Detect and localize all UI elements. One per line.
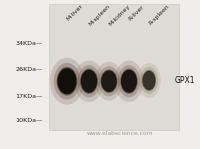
Text: 26KDa—: 26KDa—: [16, 67, 43, 72]
Text: 34KDa—: 34KDa—: [16, 41, 43, 46]
Text: M-liver: M-liver: [66, 4, 84, 22]
Ellipse shape: [98, 66, 120, 96]
Text: GPX1: GPX1: [174, 76, 195, 85]
Ellipse shape: [100, 69, 118, 93]
Ellipse shape: [50, 58, 84, 105]
FancyBboxPatch shape: [49, 4, 179, 130]
Text: 10KDa—: 10KDa—: [16, 118, 43, 123]
Text: 17KDa—: 17KDa—: [16, 94, 43, 99]
Ellipse shape: [115, 60, 143, 102]
Ellipse shape: [58, 68, 76, 94]
Ellipse shape: [101, 70, 117, 92]
Ellipse shape: [121, 70, 137, 93]
Ellipse shape: [54, 63, 80, 100]
Text: R-spleen: R-spleen: [148, 4, 170, 26]
Ellipse shape: [142, 71, 156, 90]
Text: M-kidney: M-kidney: [108, 4, 131, 27]
Ellipse shape: [137, 63, 161, 98]
Ellipse shape: [80, 69, 98, 94]
Ellipse shape: [78, 65, 100, 97]
Text: www.elabscience.com: www.elabscience.com: [87, 131, 153, 136]
Text: R-liver: R-liver: [128, 4, 146, 21]
Ellipse shape: [74, 60, 104, 102]
Ellipse shape: [81, 70, 97, 93]
Ellipse shape: [118, 65, 140, 97]
Ellipse shape: [57, 67, 77, 96]
Ellipse shape: [142, 70, 156, 91]
Ellipse shape: [120, 69, 138, 94]
Ellipse shape: [140, 67, 158, 94]
Text: M-spleen: M-spleen: [88, 4, 111, 27]
Ellipse shape: [95, 62, 123, 101]
